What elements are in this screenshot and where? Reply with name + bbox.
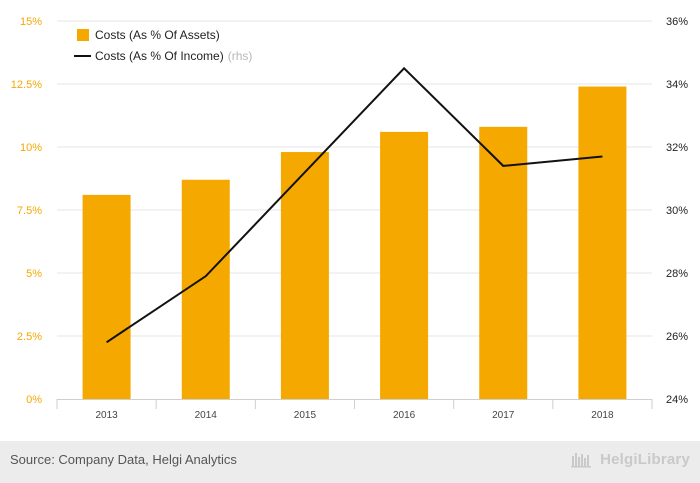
- left-tick-label: 10%: [20, 142, 42, 154]
- x-tick-label: 2013: [95, 410, 118, 421]
- bar-2013: [82, 194, 131, 399]
- bar-2016: [380, 131, 429, 399]
- source-note: Source: Company Data, Helgi Analytics: [10, 452, 237, 467]
- bar-2018: [578, 86, 627, 400]
- left-tick-label: 5%: [26, 268, 42, 280]
- left-tick-label: 15%: [20, 16, 42, 28]
- legend-label-assets: Costs (As % Of Assets): [95, 28, 220, 42]
- x-tick-label: 2017: [492, 410, 515, 421]
- x-tick-label: 2018: [591, 410, 614, 421]
- right-tick-label: 32%: [666, 142, 688, 154]
- legend: Costs (As % Of Assets) Costs (As % Of Inc…: [74, 28, 252, 63]
- x-axis: 2013 2014 2015 2016 2017 2018: [56, 399, 653, 421]
- brand-logo: HelgiLibrary: [570, 450, 690, 468]
- right-tick-label: 24%: [666, 394, 688, 406]
- library-logo-icon: [571, 453, 592, 468]
- left-tick-label: 12.5%: [11, 79, 42, 91]
- x-tick-label: 2014: [195, 410, 218, 421]
- left-tick-label: 7.5%: [17, 205, 42, 217]
- left-tick-label: 0%: [26, 394, 42, 406]
- x-tick-label: 2015: [294, 410, 317, 421]
- brand-name: HelgiLibrary: [600, 450, 690, 468]
- line-costs-income: [106, 66, 603, 344]
- footer: Source: Company Data, Helgi Analytics He…: [0, 441, 700, 483]
- left-tick-label: 2.5%: [17, 331, 42, 343]
- x-tick-label: 2016: [393, 410, 416, 421]
- legend-label-income: Costs (As % Of Income): [95, 49, 224, 63]
- right-y-axis: 24% 26% 28% 30% 32% 34% 36%: [666, 16, 688, 406]
- left-y-axis: 0% 2.5% 5% 7.5% 10% 12.5% 15%: [11, 16, 42, 406]
- bar-2014: [181, 179, 230, 399]
- bar-2017: [479, 126, 528, 399]
- right-tick-label: 36%: [666, 16, 688, 28]
- line-series-costs-income: [106, 66, 603, 344]
- right-tick-label: 26%: [666, 331, 688, 343]
- gridlines: [57, 20, 652, 337]
- right-tick-label: 28%: [666, 268, 688, 280]
- bar-2015: [280, 152, 329, 399]
- right-tick-label: 30%: [666, 205, 688, 217]
- combo-chart: 2013 2014 2015 2016 2017 2018 0% 2.5% 5% 7.5% 10%…: [11, 16, 688, 421]
- bar-series-costs-assets: [82, 86, 627, 400]
- legend-swatch-assets: [77, 29, 89, 41]
- right-tick-label: 34%: [666, 79, 688, 91]
- legend-rhs-note: (rhs): [228, 49, 253, 63]
